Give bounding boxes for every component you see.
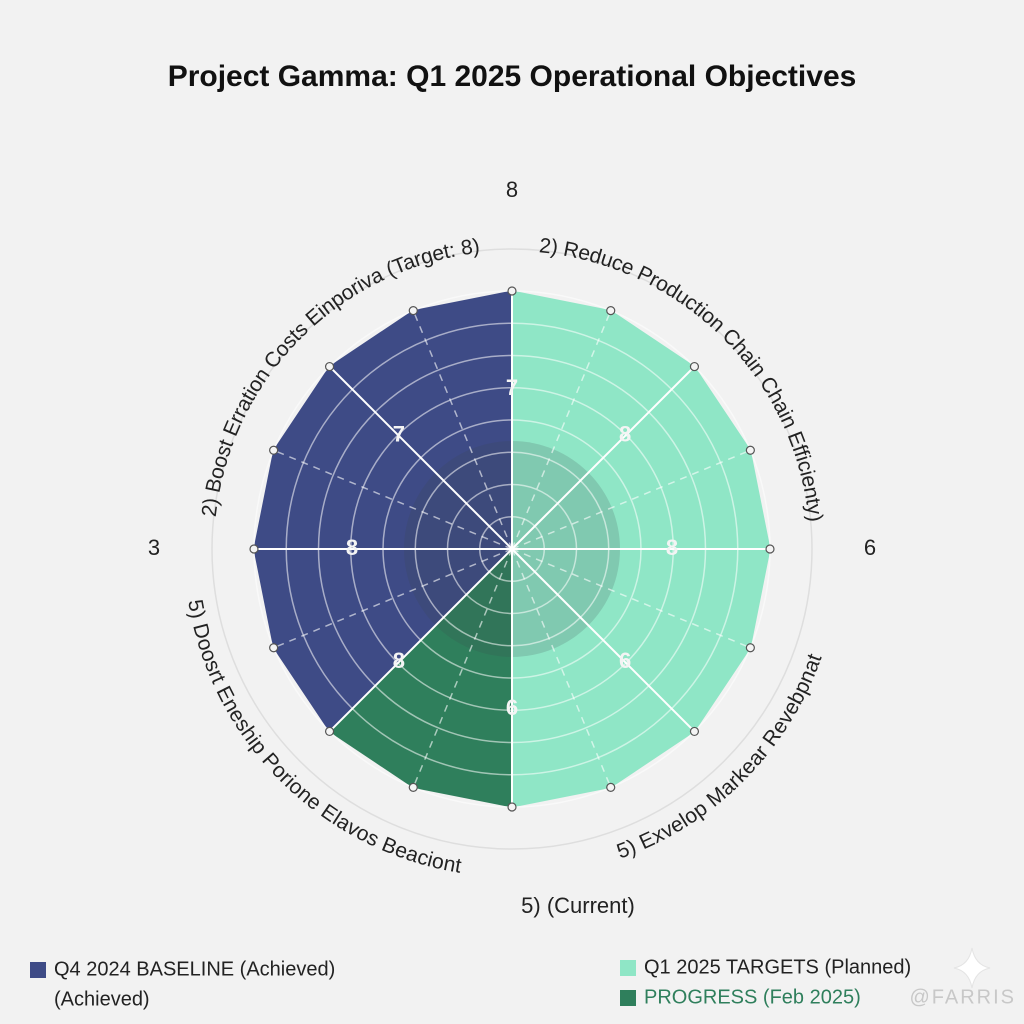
chart-title: Project Gamma: Q1 2025 Operational Objec…	[168, 60, 857, 93]
vertex-dot	[745, 445, 755, 455]
value-label: 7	[506, 375, 518, 400]
legend-swatch	[620, 990, 636, 1006]
vertex-dot	[689, 726, 700, 737]
vertex-dot	[269, 445, 279, 455]
legend-note: (Achieved)	[54, 988, 150, 1010]
axis-label: 8	[506, 177, 518, 202]
value-label: 8	[393, 648, 405, 673]
spoke	[328, 548, 513, 733]
vertex-dot	[269, 643, 279, 653]
value-label: 6	[619, 648, 631, 673]
vertex-dot	[689, 361, 700, 372]
vertex-dot	[408, 306, 418, 316]
mid-line	[412, 548, 513, 788]
value-label: 8	[666, 535, 678, 560]
watermark: @FARRIS	[909, 986, 1016, 1008]
spoke	[328, 365, 513, 550]
outer-ring	[211, 248, 813, 850]
value-label: 6	[506, 695, 518, 720]
value-label: 8	[619, 422, 631, 447]
mid-line	[412, 310, 513, 550]
vertex-dot	[324, 726, 335, 737]
vertex-dot	[765, 544, 775, 554]
mid-line	[511, 310, 612, 550]
mid-line	[511, 449, 751, 550]
sparkle	[953, 947, 991, 989]
vertex-dot	[408, 782, 418, 792]
mid-line	[511, 548, 751, 649]
axis-label: 5) (Current)	[521, 893, 635, 918]
vertex-dot	[324, 361, 335, 372]
value-label: 7	[393, 422, 405, 447]
vertex-dot	[507, 286, 517, 296]
legend-label: PROGRESS (Feb 2025)	[644, 986, 861, 1008]
value-label: 8	[346, 535, 358, 560]
vertex-dot	[507, 802, 517, 812]
vertex-dot	[606, 782, 616, 792]
spoke	[511, 365, 696, 550]
legend-swatch	[30, 962, 46, 978]
spoke	[511, 548, 696, 733]
vertex-dot	[606, 306, 616, 316]
vertex-dot	[249, 544, 259, 554]
mid-line	[273, 449, 513, 550]
legend-swatch	[620, 960, 636, 976]
legend-label: Q1 2025 TARGETS (Planned)	[644, 956, 911, 978]
mid-line	[511, 548, 612, 788]
axis-label: 6	[864, 535, 876, 560]
axis-label: 3	[148, 535, 160, 560]
legend-label: Q4 2024 BASELINE (Achieved)	[54, 958, 335, 980]
vertex-dot	[745, 643, 755, 653]
mid-line	[273, 548, 513, 649]
